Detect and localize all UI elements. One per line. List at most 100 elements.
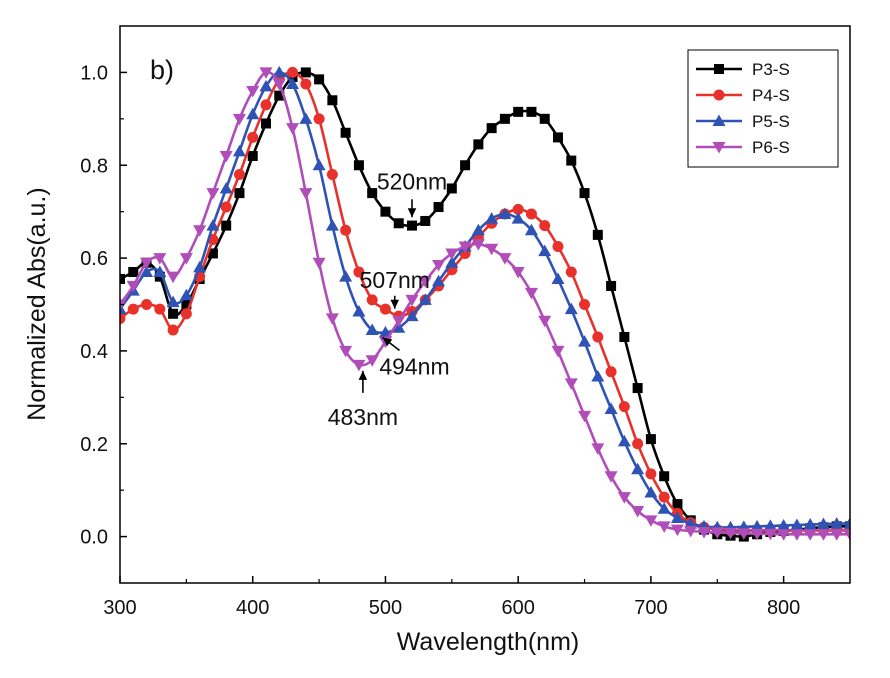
data-point-p6-s <box>179 253 193 265</box>
data-point-p6-s <box>644 515 658 527</box>
data-point-p3-s <box>659 471 670 482</box>
data-point-p5-s <box>617 434 631 447</box>
data-point-p6-s <box>578 410 592 423</box>
peak-annotations: 520nm 507nm 494nm 483nm <box>328 168 450 430</box>
data-point-p3-s <box>181 299 192 310</box>
data-point-p6-s <box>352 359 366 372</box>
data-point-p5-s <box>631 462 645 475</box>
data-point-p6-s <box>816 529 830 541</box>
legend-item-p6-s: P6-S <box>696 138 790 157</box>
data-point-p3-s <box>645 434 656 445</box>
arrow-head <box>407 208 417 218</box>
data-point-p3-s <box>473 139 484 150</box>
data-point-p6-s <box>790 529 804 541</box>
data-point-p3-s <box>393 218 404 229</box>
data-point-p5-s <box>286 77 300 90</box>
data-point-p6-s <box>591 443 605 455</box>
data-point-p5-s <box>644 485 658 498</box>
data-point-p5-s <box>405 309 419 322</box>
data-point-p4-s <box>340 224 352 236</box>
data-point-p4-s <box>247 131 259 143</box>
legend-marker <box>712 142 726 154</box>
data-point-p5-s <box>193 260 207 273</box>
data-point-p5-s <box>445 256 459 268</box>
data-point-p3-s <box>606 280 617 291</box>
data-point-p6-s <box>365 355 379 367</box>
data-point-p4-s <box>167 324 179 336</box>
data-point-p4-s <box>313 113 325 125</box>
data-point-p6-s <box>684 526 698 538</box>
data-point-p6-s <box>392 315 406 328</box>
plot-area <box>120 65 850 542</box>
data-point-p6-s <box>405 294 419 307</box>
data-point-p3-s <box>221 220 232 231</box>
data-point-p5-s <box>471 223 485 236</box>
data-point-p4-s <box>512 203 524 215</box>
data-point-p4-s <box>565 266 577 278</box>
data-point-p3-s <box>380 206 391 217</box>
data-point-p5-s <box>299 112 313 124</box>
data-point-p6-s <box>126 280 140 293</box>
data-point-p4-s <box>539 220 551 232</box>
data-point-p5-s <box>219 181 233 194</box>
data-point-p3-s <box>672 499 683 510</box>
data-point-p4-s <box>300 78 312 90</box>
data-point-p5-s <box>312 158 326 171</box>
data-point-p5-s <box>684 517 698 529</box>
data-point-p6-s <box>299 188 313 200</box>
data-point-p6-s <box>206 188 220 200</box>
data-point-p3-s <box>513 106 524 117</box>
legend-label: P3-S <box>752 60 790 79</box>
annotation-label: 494nm <box>379 353 449 379</box>
x-axis-title: Wavelength(nm) <box>397 628 579 656</box>
data-point-p4-s <box>141 299 153 310</box>
data-point-p3-s <box>566 155 577 166</box>
data-point-p6-s <box>564 378 578 390</box>
data-point-p3-s <box>247 150 258 161</box>
data-point-p5-s <box>578 335 592 347</box>
data-point-p5-s <box>325 219 339 231</box>
arrow-head <box>390 299 400 309</box>
data-point-p3-s <box>632 383 643 394</box>
data-point-p6-s <box>657 521 671 533</box>
data-point-p4-s <box>180 308 192 320</box>
data-point-p3-s <box>120 273 125 284</box>
legend-label: P5-S <box>752 112 790 131</box>
data-point-p3-s <box>274 90 285 101</box>
data-point-p5-s <box>246 107 260 120</box>
data-point-p4-s <box>658 491 670 503</box>
data-point-p3-s <box>553 132 563 143</box>
data-point-p6-s <box>153 253 167 265</box>
y-axis-title: Normalized Abs(a.u.) <box>23 187 51 420</box>
data-point-p6-s <box>432 260 446 272</box>
data-point-p6-s <box>458 241 472 253</box>
legend-item-p5-s: P5-S <box>696 112 790 131</box>
data-point-p6-s <box>670 524 684 537</box>
x-tick-label: 600 <box>501 597 534 619</box>
data-point-p5-s <box>843 517 850 529</box>
data-point-p5-s <box>206 219 220 231</box>
data-point-p4-s <box>287 66 299 78</box>
data-point-p6-s <box>286 123 300 135</box>
data-point-p4-s <box>552 240 564 252</box>
data-point-p6-s <box>843 529 850 541</box>
x-tick-label: 300 <box>103 597 136 619</box>
legend-label: P6-S <box>752 138 790 157</box>
data-point-p6-s <box>312 257 326 270</box>
data-point-p3-s <box>168 308 179 319</box>
data-point-p4-s <box>525 208 537 220</box>
data-point-p3-s <box>207 248 218 259</box>
data-point-p6-s <box>120 299 127 311</box>
data-point-p6-s <box>777 529 791 541</box>
data-point-p4-s <box>127 303 139 315</box>
data-point-p3-s <box>619 331 630 342</box>
panel-label: b) <box>150 55 174 85</box>
arrow-head <box>358 370 368 380</box>
annotation-label: 520nm <box>377 168 447 194</box>
data-point-p3-s <box>128 267 139 278</box>
data-point-p5-s <box>352 304 366 317</box>
data-point-p4-s <box>220 201 232 213</box>
data-point-p6-s <box>551 345 565 358</box>
data-point-p6-s <box>604 471 618 483</box>
